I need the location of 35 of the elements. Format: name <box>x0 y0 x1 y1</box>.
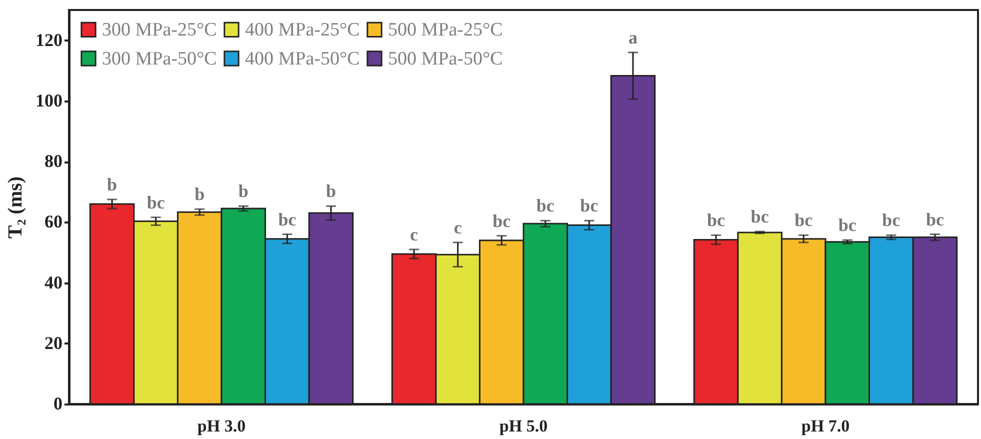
legend-label: 500 MPa-50°C <box>388 48 503 70</box>
y-tick-label: 120 <box>36 30 62 50</box>
y-tick-label: 40 <box>44 272 62 292</box>
legend-label: 300 MPa-50°C <box>102 48 217 70</box>
data-label: bc <box>278 209 296 230</box>
data-label: b <box>107 174 118 194</box>
x-tick-label: pH 3.0 <box>197 416 246 436</box>
x-tick-label: pH 7.0 <box>801 416 850 436</box>
y-tick-label: 0 <box>54 394 62 414</box>
legend-label: 400 MPa-50°C <box>245 48 360 70</box>
data-label: a <box>628 27 638 48</box>
data-label: b <box>238 181 248 202</box>
data-label: b <box>326 181 336 202</box>
data-label: bc <box>707 210 726 230</box>
data-label: bc <box>580 196 598 216</box>
y-tick-label: 60 <box>44 212 62 232</box>
y-tick-label: 80 <box>44 151 62 172</box>
data-label: bc <box>794 210 813 230</box>
data-label: bc <box>838 215 856 236</box>
data-label: b <box>194 184 205 204</box>
data-label: bc <box>750 206 769 227</box>
data-label: bc <box>492 210 511 231</box>
legend-label: 400 MPa-25°C <box>245 20 360 41</box>
data-label: c <box>410 224 418 244</box>
data-label: c <box>454 217 462 238</box>
y-tick-label: 100 <box>36 90 62 110</box>
data-label: bc <box>536 196 554 216</box>
data-label: bc <box>146 192 165 212</box>
legend-label: 300 MPa-25°C <box>102 20 217 41</box>
y-tick-label: 20 <box>44 332 62 353</box>
y-axis-title: T₂ (ms) <box>4 176 26 239</box>
data-label: bc <box>882 210 900 230</box>
legend-label: 500 MPa-25°C <box>388 20 503 41</box>
x-tick-label: pH 5.0 <box>499 416 548 436</box>
data-label: bc <box>926 209 944 230</box>
